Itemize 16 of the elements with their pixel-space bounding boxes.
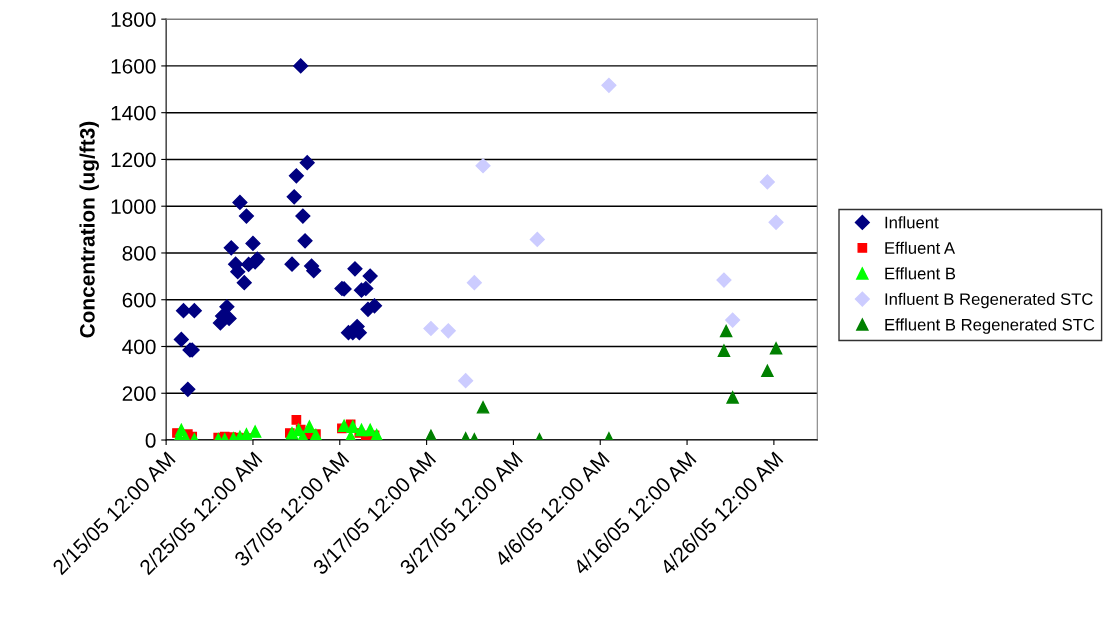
y-tick-label: 1000 [111, 199, 156, 214]
y-tick-label: 1600 [111, 58, 156, 74]
y-tick-label: 1400 [111, 105, 156, 121]
y-tick-label: 200 [122, 386, 156, 402]
legend-label: Effluent A [885, 241, 956, 254]
y-tick-label: 1200 [111, 152, 156, 168]
legend-label: Effluent B Regenerated STC [885, 318, 1095, 334]
y-axis-title: Concentration (ug/ft3) [79, 121, 99, 338]
legend-label: Influent B Regenerated STC [885, 292, 1093, 309]
y-tick-label: 0 [145, 433, 156, 448]
legend-label: Influent [885, 216, 939, 229]
y-tick-label: 1800 [111, 12, 156, 27]
y-tick-label: 800 [122, 245, 156, 261]
y-tick-label: 600 [122, 292, 156, 308]
legend-label: Effluent B [885, 267, 956, 280]
y-tick-label: 400 [122, 339, 156, 355]
